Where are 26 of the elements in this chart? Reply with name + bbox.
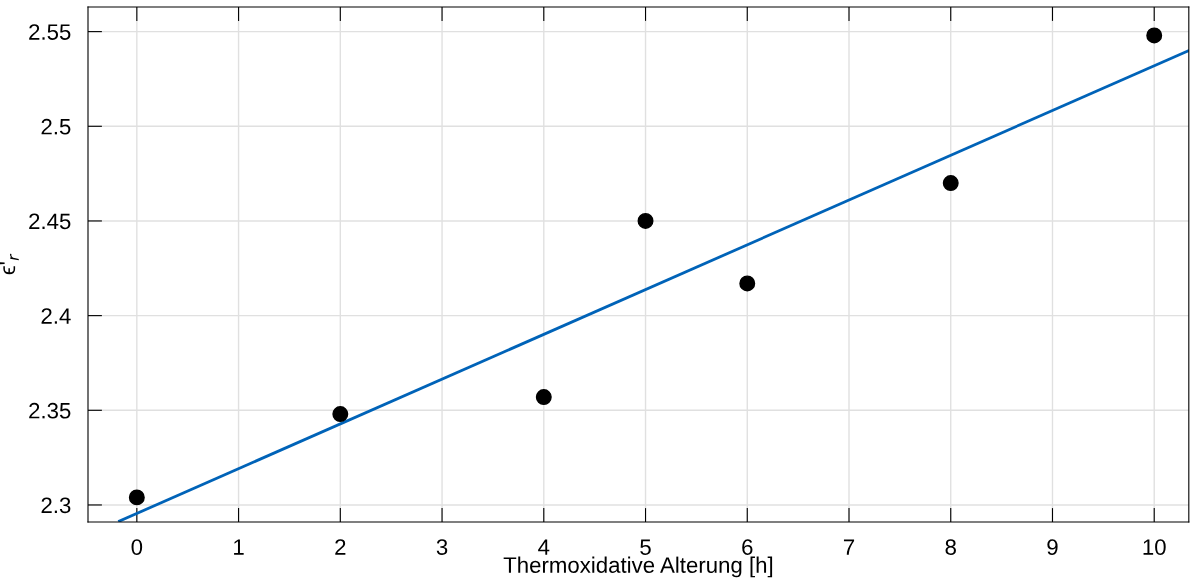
x-tick-label: 10 [1143,539,1166,555]
x-tick-label: 3 [436,539,448,555]
x-tick-label: 9 [1047,539,1058,555]
y-tick-label: 2.45 [29,213,71,230]
y-tick-label: 2.35 [29,402,71,419]
point [535,389,552,406]
x-tick-label: 6 [742,539,753,555]
point [739,275,756,292]
point [942,175,959,192]
x-tick-label: 2 [335,539,346,555]
x-tick-label: 1 [234,539,244,555]
x-tick-label: 0 [131,539,143,555]
point [637,212,654,229]
x-tick-label: 8 [945,539,956,555]
y-tick-label: 2.3 [41,497,71,514]
point [332,406,349,423]
point [128,489,145,506]
y-tick-label: 2.5 [41,118,71,135]
x-tick-label: 4 [538,539,550,555]
y-axis-title: ϵ'$_{r}$ [0,253,19,275]
x-tick-label: 5 [640,539,651,555]
x-axis-title: Thermoxidative Alterung [h] [503,556,773,578]
y-tick-label: 2.55 [29,24,71,40]
point [1146,27,1163,44]
x-tick-label: 7 [843,539,855,555]
y-tick-label: 2.4 [41,308,71,324]
